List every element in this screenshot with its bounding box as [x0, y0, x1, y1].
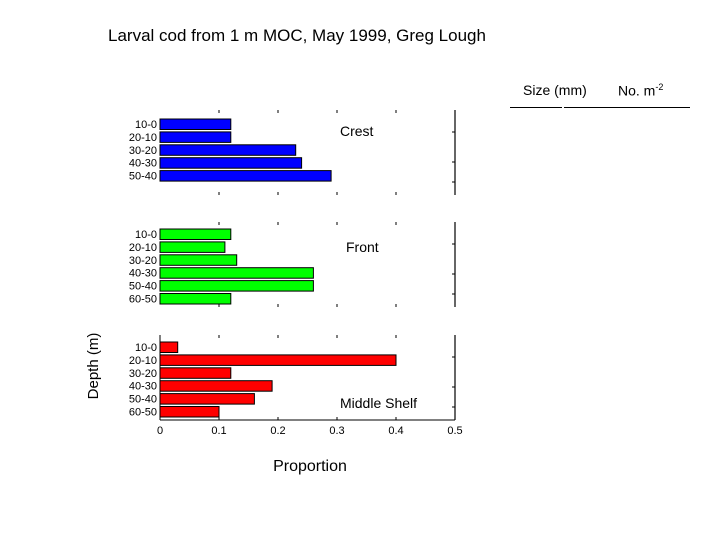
category-label: 20-10 [129, 355, 157, 367]
density-header-text: No. m [618, 82, 656, 99]
chart-title: Larval cod from 1 m MOC, May 1999, Greg … [108, 26, 486, 45]
bar [159, 354, 397, 366]
category-label: 40-30 [129, 381, 157, 393]
bar [159, 241, 226, 253]
category-label: 10-0 [135, 119, 157, 131]
bar [159, 280, 314, 292]
x-tick-label: 0.5 [447, 425, 462, 437]
bar [159, 118, 232, 130]
density-header-underline [564, 107, 690, 108]
bar [159, 406, 220, 418]
category-label: 20-10 [129, 242, 157, 254]
bar [159, 367, 232, 379]
x-tick-label: 0.2 [270, 425, 285, 437]
category-label: 50-40 [129, 394, 157, 406]
category-label: 20-10 [129, 132, 157, 144]
x-tick-label: 0.4 [388, 425, 403, 437]
bar [159, 293, 232, 305]
x-tick-label: 0.3 [329, 425, 344, 437]
category-label: 50-40 [129, 171, 157, 183]
bar [159, 170, 332, 182]
category-label: 50-40 [129, 281, 157, 293]
category-label: 30-20 [129, 145, 157, 157]
panel-label: Crest [340, 123, 374, 139]
category-label: 40-30 [129, 158, 157, 170]
category-label: 10-0 [135, 229, 157, 241]
bar [159, 228, 232, 240]
bar [159, 254, 238, 266]
category-label: 60-50 [129, 407, 157, 419]
y-axis-title: Depth (m) [85, 333, 102, 400]
category-label: 30-20 [129, 368, 157, 380]
bar [159, 144, 297, 156]
size-header: Size (mm) [523, 82, 587, 98]
bar [159, 131, 232, 143]
size-header-underline [510, 107, 562, 108]
density-header-exponent: -2 [655, 82, 664, 92]
bar [159, 341, 179, 353]
x-axis-title: Proportion [273, 458, 347, 475]
category-label: 40-30 [129, 268, 157, 280]
category-label: 10-0 [135, 342, 157, 354]
panel-label: Middle Shelf [340, 395, 417, 411]
density-header: No. m-2 [618, 82, 663, 99]
bar [159, 380, 273, 392]
category-label: 30-20 [129, 255, 157, 267]
category-label: 60-50 [129, 294, 157, 306]
panel-label: Front [346, 239, 379, 255]
x-tick-label: 0.1 [211, 425, 226, 437]
bar [159, 267, 314, 279]
bar [159, 393, 255, 405]
x-tick-label: 0 [157, 425, 163, 437]
bar [159, 157, 303, 169]
